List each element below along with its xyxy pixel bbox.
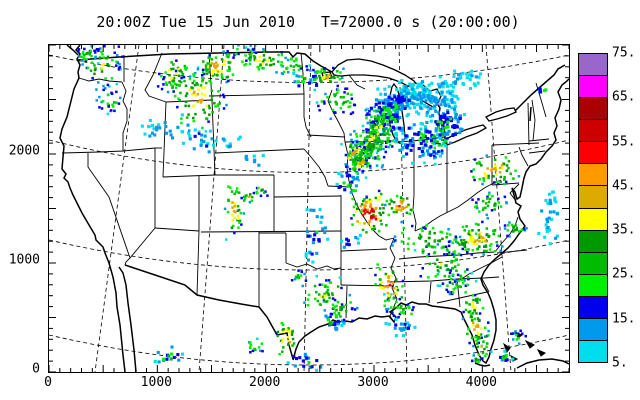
x-tick-label: 0 <box>44 375 52 390</box>
y-tick-label: 0 <box>32 361 40 377</box>
y-tick-label: 2000 <box>8 143 40 159</box>
legend-color-box <box>578 295 608 319</box>
legend-color-box <box>578 273 608 297</box>
frame-ticks <box>49 45 569 372</box>
legend-color-box <box>578 207 608 231</box>
legend-label: 15. <box>612 311 636 327</box>
legend-color-box <box>578 317 608 342</box>
plot-title: 20:00Z Tue 15 Jun 2010 T=72000.0 s (20:00… <box>48 13 568 31</box>
legend-label: 75. <box>612 45 636 61</box>
legend-color-box <box>578 163 608 187</box>
us-map-svg <box>49 45 569 372</box>
x-tick-label: 1000 <box>140 375 172 390</box>
legend-label: 5. <box>612 355 628 371</box>
legend-color-box <box>578 119 608 143</box>
title-time-info: T=72000.0 s (20:00:00) <box>321 13 520 31</box>
y-tick-label: 1000 <box>8 252 40 268</box>
x-tick-label: 2000 <box>249 375 281 390</box>
legend-color-box <box>578 97 608 121</box>
legend-color-box <box>578 75 608 99</box>
x-tick-label: 3000 <box>357 375 389 390</box>
legend-color-box <box>578 251 608 275</box>
legend-label: 55. <box>612 134 636 150</box>
radar-echoes <box>77 45 560 372</box>
legend-color-box <box>578 53 608 77</box>
legend-color-box <box>578 340 608 364</box>
graticule <box>49 45 569 372</box>
legend-label: 25. <box>612 266 636 282</box>
colorbar-legend <box>578 53 608 364</box>
legend-label: 35. <box>612 222 636 238</box>
map-plot-frame <box>48 44 570 373</box>
x-tick-label: 4000 <box>465 375 497 390</box>
legend-label: 45. <box>612 178 636 194</box>
legend-color-box <box>578 141 608 165</box>
legend-color-box <box>578 229 608 253</box>
coastline <box>59 45 569 372</box>
legend-color-box <box>578 185 608 209</box>
legend-label: 65. <box>612 89 636 105</box>
title-datetime: 20:00Z Tue 15 Jun 2010 <box>96 13 295 31</box>
